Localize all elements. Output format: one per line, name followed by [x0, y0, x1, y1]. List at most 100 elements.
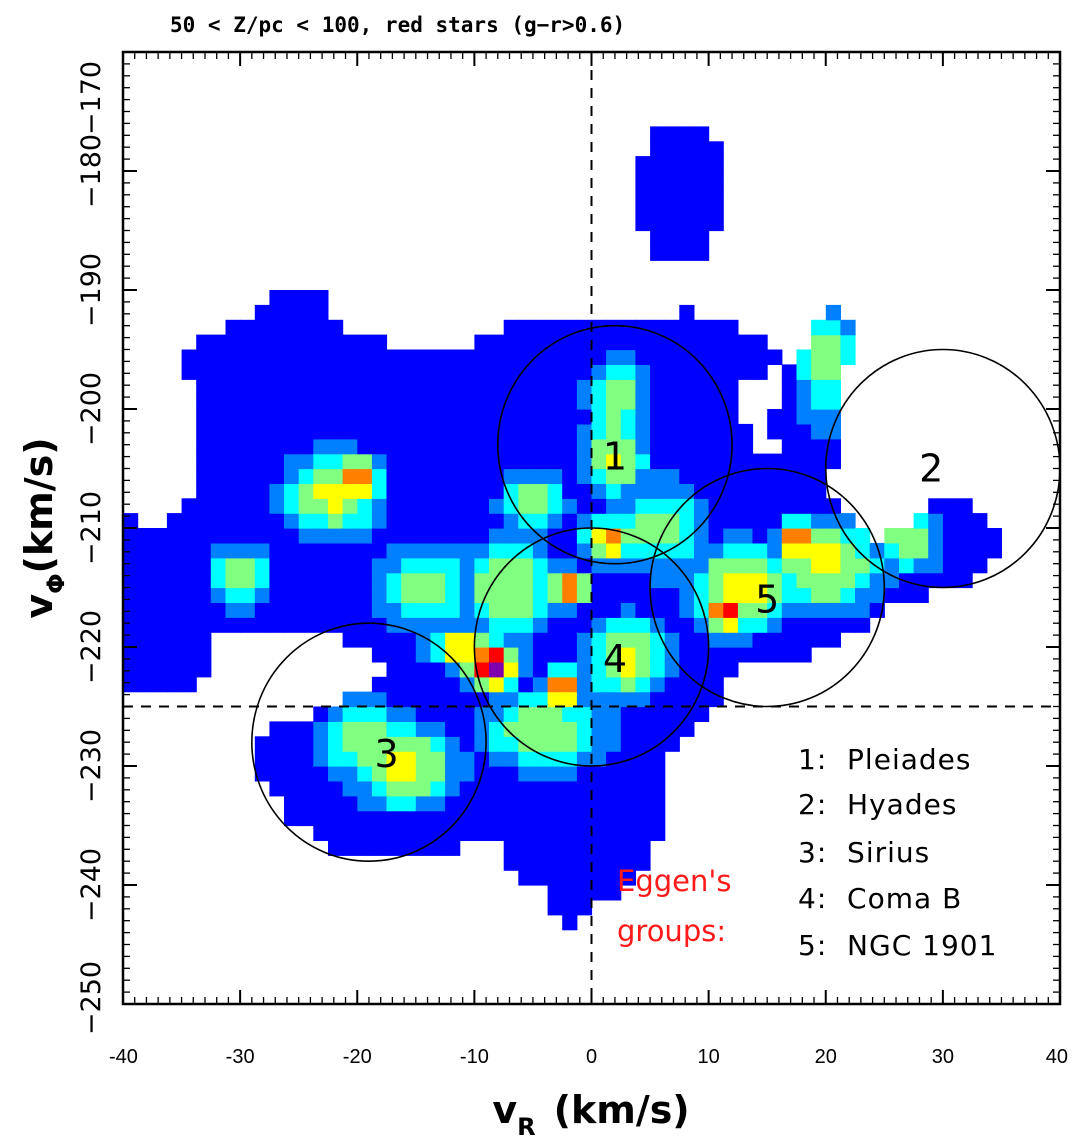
heatmap-cell: [284, 736, 300, 752]
heatmap-cell: [342, 453, 358, 470]
heatmap-cell: [591, 840, 607, 856]
heatmap-cell: [430, 795, 446, 812]
heatmap-cell: [913, 513, 929, 529]
heatmap-cell: [606, 721, 622, 737]
heatmap-cell: [562, 840, 578, 856]
heatmap-cell: [957, 513, 973, 529]
heatmap-cell: [562, 885, 578, 901]
heatmap-cell: [357, 780, 373, 797]
heatmap-cell: [430, 468, 446, 484]
heatmap-cell: [284, 334, 300, 351]
heatmap-cell: [767, 587, 783, 603]
heatmap-cell: [415, 364, 431, 380]
heatmap-cell: [664, 319, 680, 336]
heatmap-cell: [225, 572, 241, 589]
heatmap-cell: [430, 766, 446, 782]
x-tick-label: -10: [460, 1046, 489, 1068]
heatmap-cell: [635, 483, 651, 499]
heatmap-cell: [708, 200, 724, 217]
heatmap-cell: [606, 870, 622, 886]
heatmap-cell: [840, 572, 856, 589]
heatmap-cell: [415, 483, 431, 499]
heatmap-cell: [635, 513, 651, 529]
heatmap-cell: [752, 528, 768, 544]
heatmap-cell: [225, 513, 241, 529]
heatmap-cell: [313, 542, 329, 559]
heatmap-cell: [152, 676, 168, 693]
heatmap-cell: [210, 468, 226, 484]
heatmap-cell: [620, 379, 636, 395]
heatmap-cell: [576, 899, 593, 916]
heatmap-cell: [664, 394, 680, 410]
heatmap-cell: [181, 498, 197, 514]
heatmap-cell: [664, 706, 680, 722]
heatmap-cell: [254, 513, 270, 529]
heatmap-cell: [547, 319, 563, 336]
heatmap-cell: [415, 632, 431, 648]
heatmap-cell: [474, 528, 490, 544]
heatmap-cell: [562, 721, 578, 737]
heatmap-cell: [240, 498, 256, 514]
heatmap-cell: [401, 394, 417, 410]
heatmap-cell: [884, 528, 900, 544]
heatmap-cell: [562, 453, 578, 470]
heatmap-cell: [445, 691, 461, 708]
heatmap-cell: [328, 557, 344, 574]
heatmap-cell: [635, 617, 651, 633]
heatmap-cell: [606, 766, 622, 782]
heatmap-cell: [489, 498, 505, 514]
heatmap-cell: [357, 334, 373, 351]
heatmap-cell: [825, 572, 841, 589]
heatmap-cell: [957, 528, 973, 544]
heatmap-cell: [811, 513, 827, 529]
heatmap-cell: [650, 423, 666, 440]
heatmap-cell: [415, 513, 431, 529]
heatmap-cell: [386, 617, 402, 633]
heatmap-cell: [547, 661, 563, 678]
heatmap-cell: [371, 453, 388, 470]
heatmap-cell: [342, 438, 358, 455]
heatmap-cell: [737, 364, 754, 380]
heatmap-cell: [635, 468, 651, 484]
heatmap-cell: [503, 542, 519, 559]
heatmap-cell: [825, 438, 841, 455]
heatmap-cell: [181, 632, 197, 648]
heatmap-cell: [357, 825, 373, 841]
heatmap-cell: [123, 513, 139, 529]
heatmap-cell: [342, 587, 358, 603]
heatmap-cell: [284, 572, 300, 589]
heatmap-cell: [737, 468, 754, 484]
heatmap-cell: [606, 617, 622, 633]
eggen-circle-label: 1: [603, 435, 627, 479]
heatmap-cell: [752, 557, 768, 574]
heatmap-cell: [489, 557, 505, 574]
heatmap-cell: [196, 632, 212, 648]
heatmap-cell: [342, 602, 358, 618]
heatmap-cell: [694, 557, 710, 574]
heatmap-cell: [518, 661, 534, 678]
heatmap-cell: [415, 676, 431, 693]
heatmap-cell: [503, 706, 519, 722]
heatmap-cell: [313, 721, 329, 737]
heatmap-cell: [415, 587, 431, 603]
heatmap-cell: [752, 498, 768, 514]
heatmap-cell: [371, 423, 388, 440]
heatmap-cell: [679, 364, 695, 380]
heatmap-cell: [181, 572, 197, 589]
heatmap-cell: [679, 587, 695, 603]
heatmap-cell: [503, 423, 519, 440]
heatmap-cell: [869, 542, 885, 559]
heatmap-cell: [196, 468, 212, 484]
heatmap-cell: [328, 394, 344, 410]
heatmap-cell: [796, 409, 812, 425]
heatmap-cell: [664, 171, 680, 187]
heatmap-cell: [254, 751, 270, 767]
heatmap-cell: [532, 751, 549, 767]
heatmap-cell: [459, 423, 475, 440]
heatmap-cell: [547, 617, 563, 633]
heatmap-cell: [298, 587, 314, 603]
heatmap-cell: [342, 557, 358, 574]
heatmap-cell: [723, 438, 739, 455]
heatmap-cell: [474, 721, 490, 737]
heatmap-cell: [606, 587, 622, 603]
